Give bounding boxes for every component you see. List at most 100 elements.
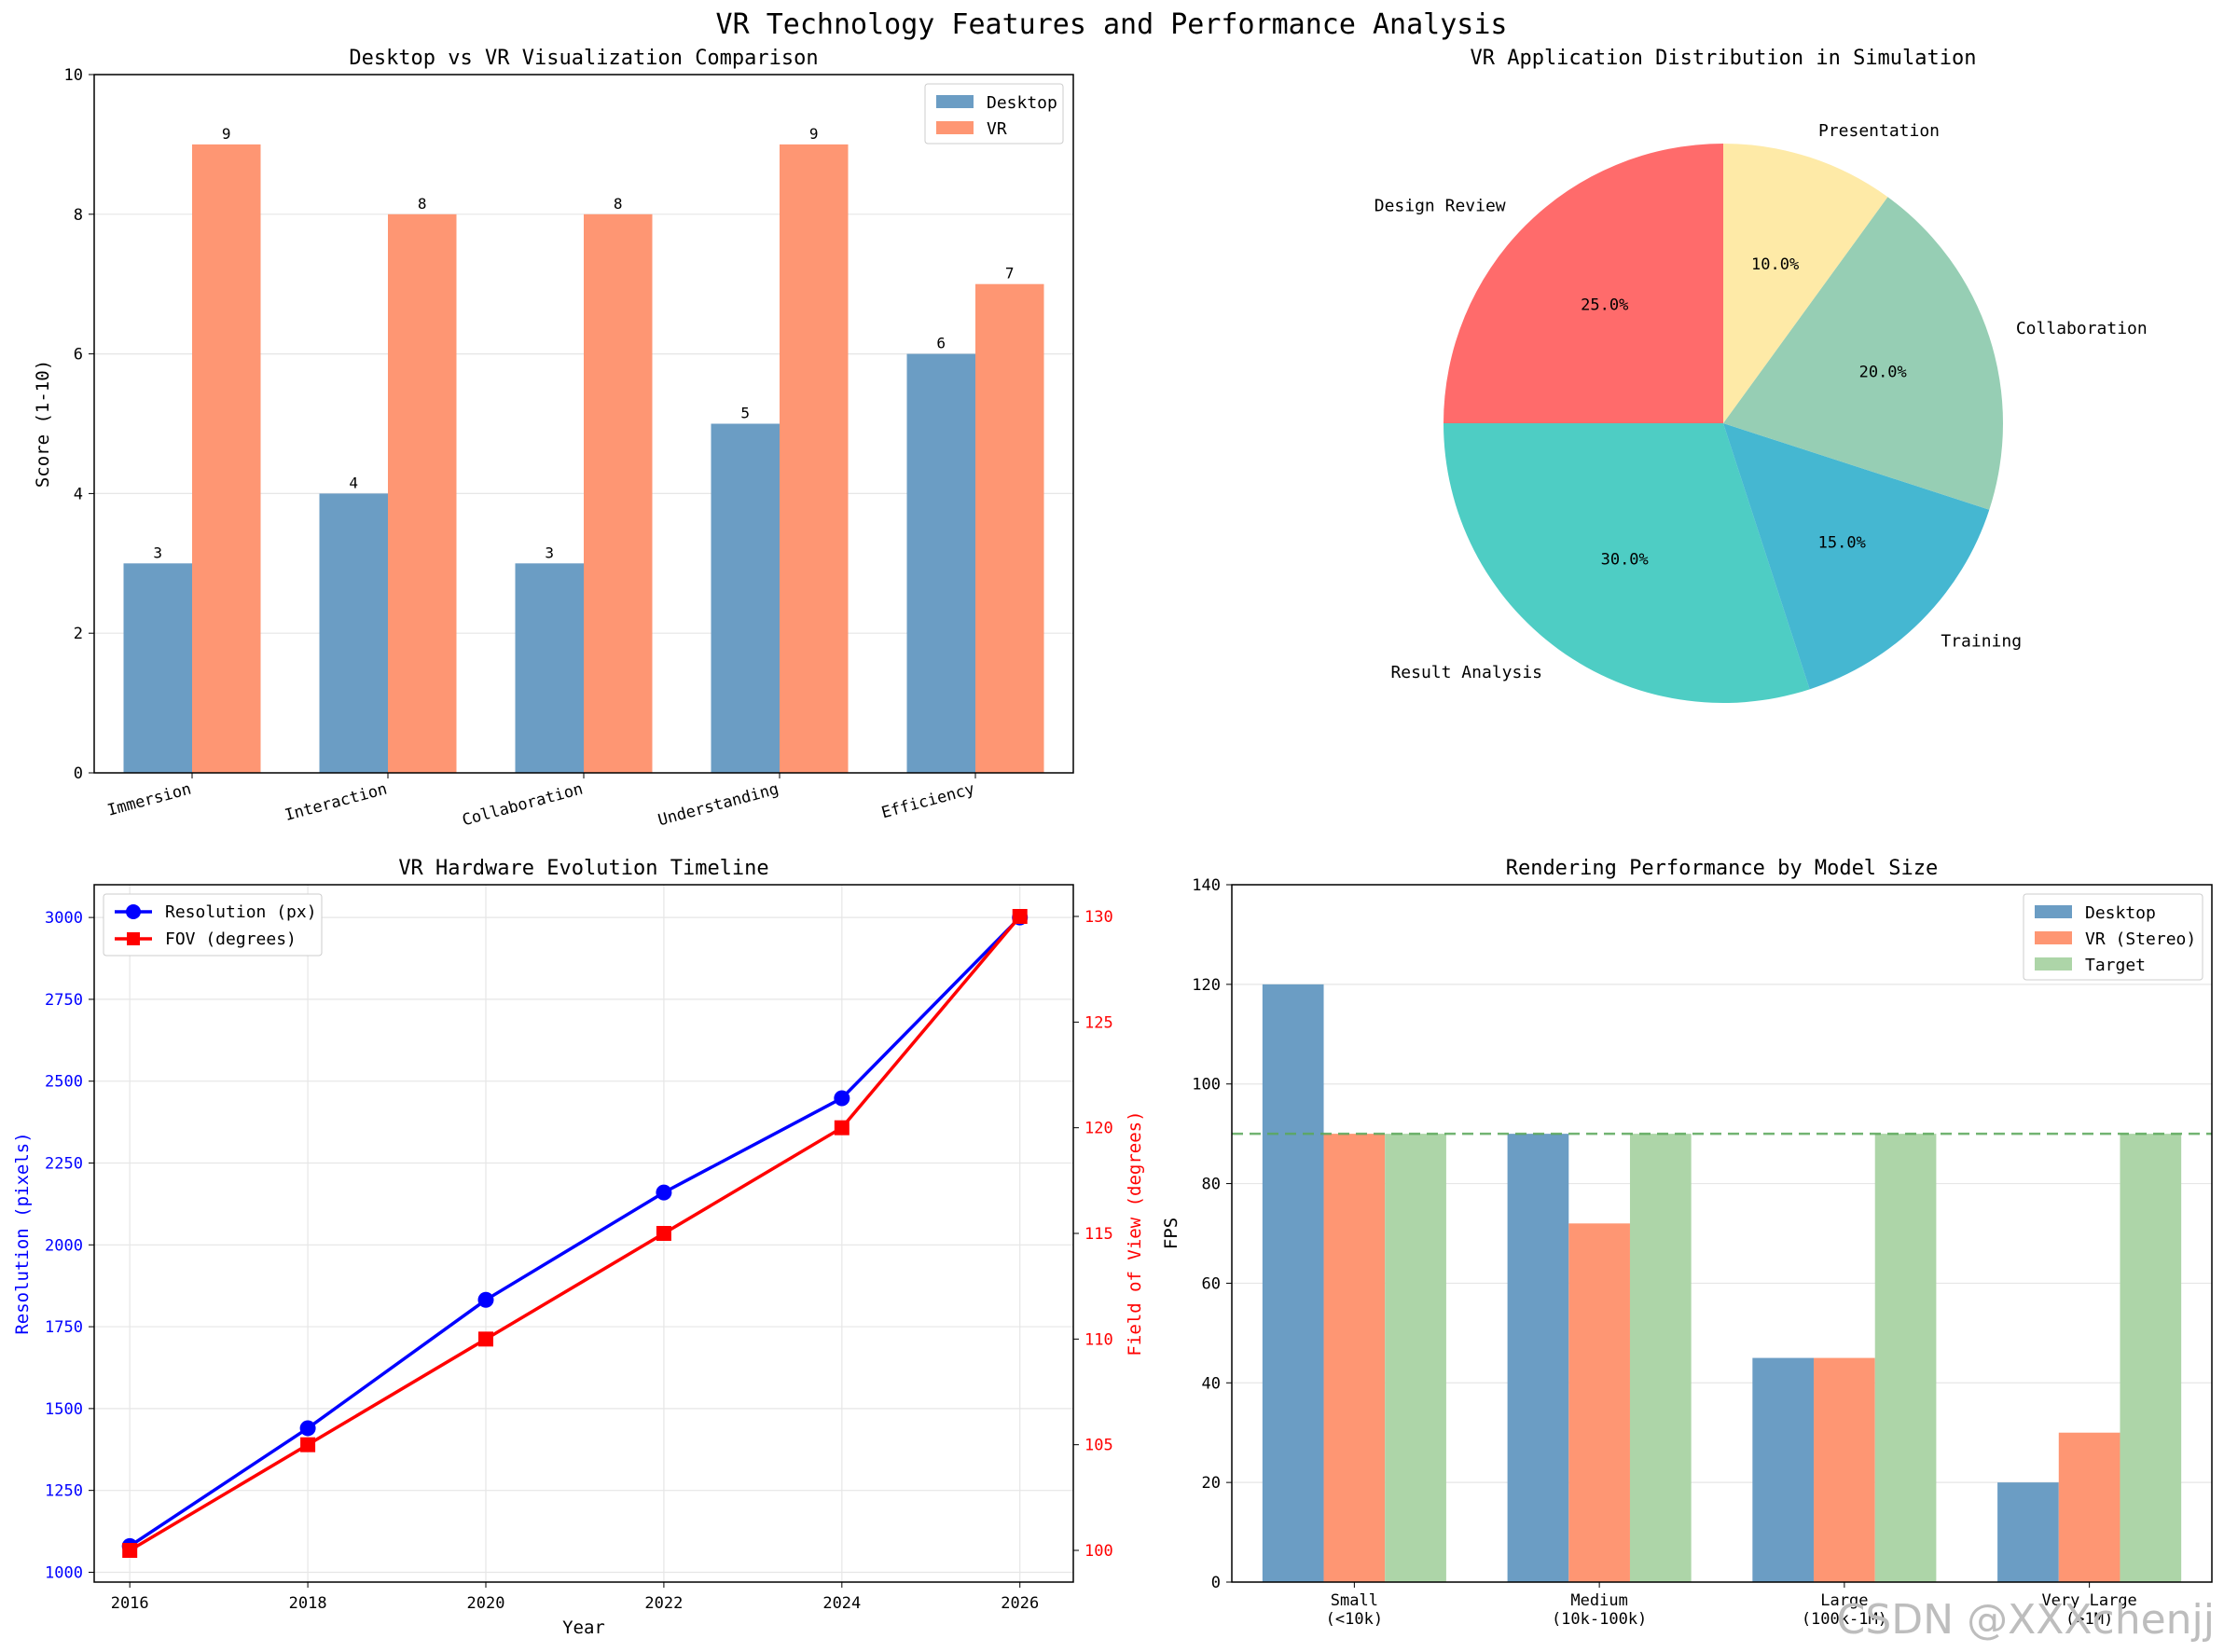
x-tick-label: Efficiency xyxy=(879,780,976,823)
pie-category-label: Collaboration xyxy=(2016,319,2148,338)
bar-desktop xyxy=(1508,1134,1569,1582)
resolution-line xyxy=(130,917,1020,1546)
pie-percent-label: 20.0% xyxy=(1859,363,1907,381)
y-left-tick-label: 1250 xyxy=(45,1482,83,1501)
fov-line xyxy=(130,916,1020,1550)
bar-vr-stereo xyxy=(2059,1433,2120,1582)
pie-percent-label: 10.0% xyxy=(1751,255,1799,274)
x-tick-label: 2020 xyxy=(467,1594,505,1613)
fov-point xyxy=(656,1226,671,1241)
y-right-axis-label: Field of View (degrees) xyxy=(1125,1110,1145,1356)
y-right-tick-label: 120 xyxy=(1084,1120,1113,1138)
y-tick-label: 20 xyxy=(1202,1474,1221,1493)
pie-slice xyxy=(1444,144,1723,423)
bar-desktop xyxy=(1997,1482,2059,1582)
y-right-tick-label: 125 xyxy=(1084,1013,1113,1032)
y-left-tick-label: 1500 xyxy=(45,1400,83,1419)
x-tick-label-line: (<10k) xyxy=(1326,1610,1383,1629)
legend-marker xyxy=(127,932,140,945)
y-right-tick-label: 105 xyxy=(1084,1437,1113,1455)
y-tick-label: 4 xyxy=(74,485,83,503)
x-tick-label: Understanding xyxy=(656,780,781,831)
bar-value-label: 9 xyxy=(809,125,819,143)
distribution-pie-chart: VR Application Distribution in Simulatio… xyxy=(1374,47,2148,703)
x-tick-label: 2024 xyxy=(822,1594,861,1613)
bar-target xyxy=(2120,1134,2181,1582)
pie-category-label: Training xyxy=(1941,631,2022,651)
x-tick-label: 2018 xyxy=(289,1594,327,1613)
legend-label: VR (Stereo) xyxy=(2085,929,2196,949)
legend-swatch xyxy=(2035,931,2072,944)
resolution-point xyxy=(478,1292,494,1308)
bar-value-label: 3 xyxy=(153,544,162,561)
x-axis-label: Year xyxy=(562,1618,605,1638)
timeline-chart: VR Hardware Evolution Timeline 1000 1250 15… xyxy=(12,857,1145,1638)
bar-value-label: 3 xyxy=(545,544,554,561)
bar-value-label: 4 xyxy=(349,474,358,491)
bar-vr-stereo xyxy=(1568,1223,1630,1582)
y-tick-label: 0 xyxy=(1211,1574,1221,1592)
y-tick-label: 0 xyxy=(74,764,83,783)
x-tick-label: Small (<10k) xyxy=(1326,1591,1383,1629)
figure-title: VR Technology Features and Performance A… xyxy=(716,8,1508,41)
y-right-tick-label: 130 xyxy=(1084,908,1113,927)
bar-vr-stereo xyxy=(1324,1134,1386,1582)
y-left-axis-label: Resolution (pixels) xyxy=(12,1132,33,1334)
pie-percent-label: 15.0% xyxy=(1818,533,1866,552)
x-tick-label: Medium (10k-100k) xyxy=(1552,1591,1647,1629)
resolution-point xyxy=(656,1185,671,1201)
x-tick-label: 2026 xyxy=(1001,1594,1039,1613)
legend-label: Resolution (px) xyxy=(165,902,317,922)
y-left-tick-label: 2000 xyxy=(45,1236,83,1255)
x-tick-label-line: Medium xyxy=(1570,1591,1627,1610)
bar-target xyxy=(1385,1134,1446,1582)
bar-desktop xyxy=(1263,984,1324,1582)
resolution-point xyxy=(834,1090,850,1106)
bar-value-label: 7 xyxy=(1005,265,1015,282)
watermark: CSDN @XXXchenjj xyxy=(1837,1596,2215,1644)
bar-vr xyxy=(780,145,849,773)
y-right-tick-label: 110 xyxy=(1084,1330,1113,1349)
comparison-title: Desktop vs VR Visualization Comparison xyxy=(349,47,818,70)
y-tick-label: 140 xyxy=(1192,876,1221,895)
y-left-tick-label: 2500 xyxy=(45,1073,83,1092)
legend-marker xyxy=(126,904,141,919)
pie-category-label: Design Review xyxy=(1374,197,1506,216)
comparison-chart: Desktop vs VR Visualization Comparison 0 2… xyxy=(33,47,1073,830)
y-tick-label: 6 xyxy=(74,346,83,365)
fov-point xyxy=(835,1121,850,1136)
y-right-tick-label: 115 xyxy=(1084,1225,1113,1244)
legend-label: Desktop xyxy=(2085,903,2156,923)
x-tick-label-line: Small xyxy=(1331,1591,1378,1610)
pie-category-label: Result Analysis xyxy=(1390,663,1542,682)
y-tick-label: 100 xyxy=(1192,1076,1221,1094)
axes-frame xyxy=(94,885,1073,1582)
fov-point xyxy=(478,1331,493,1346)
x-tick-label: 2022 xyxy=(644,1594,683,1613)
figure: VR Technology Features and Performance A… xyxy=(0,0,2224,1652)
pie-category-label: Presentation xyxy=(1818,121,1940,141)
legend-swatch xyxy=(936,121,974,134)
bar-value-label: 5 xyxy=(740,405,750,422)
y-tick-label: 40 xyxy=(1202,1374,1221,1393)
bar-desktop xyxy=(516,563,585,773)
bar-desktop xyxy=(320,493,389,773)
x-tick-label-line: (10k-100k) xyxy=(1552,1610,1647,1629)
performance-title: Rendering Performance by Model Size xyxy=(1506,857,1939,880)
bar-value-label: 9 xyxy=(222,125,231,143)
resolution-point xyxy=(300,1420,316,1436)
y-tick-label: 10 xyxy=(64,66,83,85)
bar-desktop xyxy=(1752,1358,1814,1582)
bar-vr xyxy=(584,214,653,773)
y-left-tick-label: 3000 xyxy=(45,909,83,928)
bar-target xyxy=(1875,1134,1937,1582)
legend-label: FOV (degrees) xyxy=(165,929,297,949)
bar-desktop xyxy=(711,424,780,774)
y-tick-label: 8 xyxy=(74,206,83,225)
legend-label: Target xyxy=(2085,956,2146,975)
fov-point xyxy=(300,1438,315,1452)
y-tick-label: 60 xyxy=(1202,1274,1221,1293)
y-tick-label: 2 xyxy=(74,625,83,643)
bar-vr-stereo xyxy=(1814,1358,1875,1582)
bar-desktop xyxy=(907,354,976,773)
